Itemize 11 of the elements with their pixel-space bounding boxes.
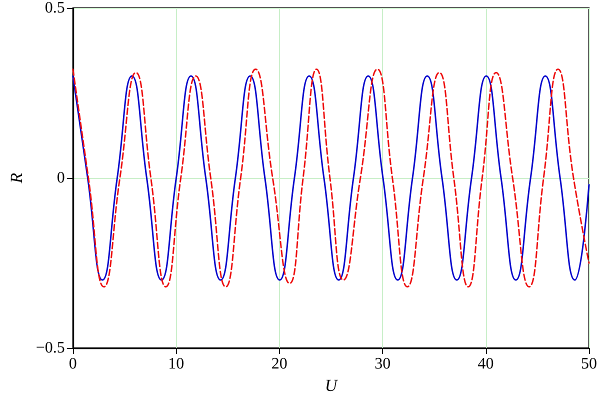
x-axis-title: U	[324, 376, 339, 395]
x-tick-label: 20	[271, 356, 288, 372]
x-tick-label: 30	[374, 356, 391, 372]
x-tick-label: 40	[478, 356, 494, 372]
y-tick-label: 0.5	[44, 0, 65, 16]
y-tick-label: 0	[56, 170, 65, 186]
y-tick-label: −0.5	[36, 340, 65, 356]
x-tick-label: 10	[168, 356, 184, 372]
y-axis-title: R	[7, 172, 26, 184]
x-tick-label: 50	[581, 356, 597, 372]
x-tick-label: 0	[68, 356, 77, 372]
